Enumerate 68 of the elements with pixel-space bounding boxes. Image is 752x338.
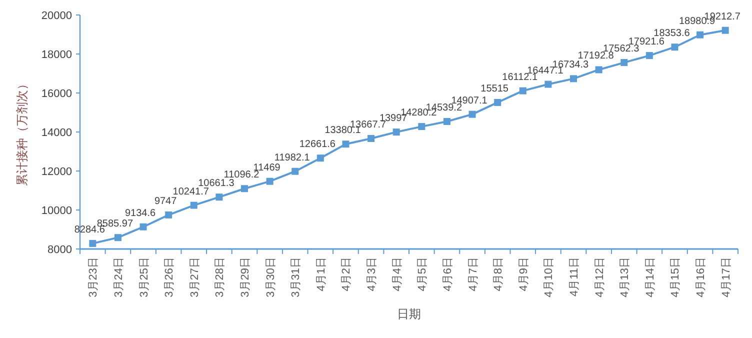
x-tick-label: 3月29日: [240, 257, 252, 298]
point: [292, 168, 299, 175]
x-tick-label: 3月27日: [188, 257, 201, 298]
x-tick-label: 4月10日: [543, 257, 556, 298]
x-tick-label: 4月7日: [467, 257, 480, 292]
x-tick-label: 4月8日: [492, 257, 505, 292]
point: [696, 31, 704, 38]
point: [544, 80, 552, 88]
x-tick-label: 3月31日: [290, 257, 302, 298]
y-tick-label: 8000: [48, 244, 72, 256]
y-tick-label: 16000: [41, 88, 72, 100]
point: [468, 110, 476, 118]
x-tick-label: 3月26日: [164, 257, 176, 298]
point: [114, 234, 122, 242]
x-tick-label: 3月23日: [88, 257, 100, 298]
x-tick-label: 4月15日: [670, 257, 682, 298]
data-label: 9134.6: [124, 208, 156, 219]
x-tick-label: 4月12日: [594, 257, 606, 298]
data-label: 10241.7: [172, 186, 210, 198]
point: [494, 98, 502, 106]
y-axis-title: 累计接种（万剂次）: [15, 78, 29, 186]
point: [342, 140, 350, 148]
x-tick-label: 4月2日: [340, 257, 353, 292]
x-tick-label: 4月17日: [720, 257, 732, 298]
point: [392, 128, 400, 136]
y-tick-label: 18000: [41, 49, 72, 61]
data-label: 9747: [154, 196, 178, 207]
x-tick-label: 4月11日: [568, 257, 580, 297]
point: [140, 223, 147, 230]
x-tick-label: 4月13日: [619, 257, 632, 298]
x-tick-label: 4月4日: [391, 257, 404, 292]
x-tick-label: 4月9日: [518, 257, 530, 292]
point: [671, 44, 678, 51]
point: [570, 75, 577, 82]
x-tick-label: 3月28日: [214, 257, 226, 298]
data-label: 13380.1: [324, 125, 362, 136]
x-tick-label: 4月5日: [416, 257, 429, 292]
point: [722, 26, 729, 34]
point: [620, 59, 628, 66]
point: [418, 123, 426, 130]
point: [216, 194, 223, 201]
x-axis-title: 日期: [397, 307, 421, 321]
y-tick-label: 20000: [41, 10, 72, 22]
data-label: 11982.1: [274, 152, 310, 164]
x-tick-label: 3月30日: [264, 257, 277, 298]
y-tick-label: 12000: [41, 166, 72, 178]
point: [165, 211, 172, 218]
x-tick-label: 4月3日: [366, 257, 378, 292]
x-tick-label: 3月24日: [112, 257, 125, 298]
x-tick-label: 4月1日: [315, 257, 328, 292]
point: [443, 118, 450, 125]
point: [266, 178, 274, 185]
x-tick-label: 4月16日: [695, 257, 708, 298]
data-label: 12661.6: [299, 139, 336, 150]
point: [595, 66, 602, 74]
data-label: 15515: [480, 83, 509, 94]
y-tick-label: 14000: [41, 127, 72, 139]
point: [646, 52, 653, 60]
y-tick-label: 10000: [41, 205, 72, 217]
point: [89, 240, 96, 247]
point: [368, 134, 375, 142]
x-tick-label: 4月6日: [442, 257, 454, 292]
x-tick-label: 3月25日: [138, 257, 150, 298]
point: [316, 154, 324, 162]
point: [241, 185, 248, 192]
point: [519, 87, 526, 94]
point: [190, 202, 198, 209]
x-tick-label: 4月14日: [644, 257, 656, 298]
